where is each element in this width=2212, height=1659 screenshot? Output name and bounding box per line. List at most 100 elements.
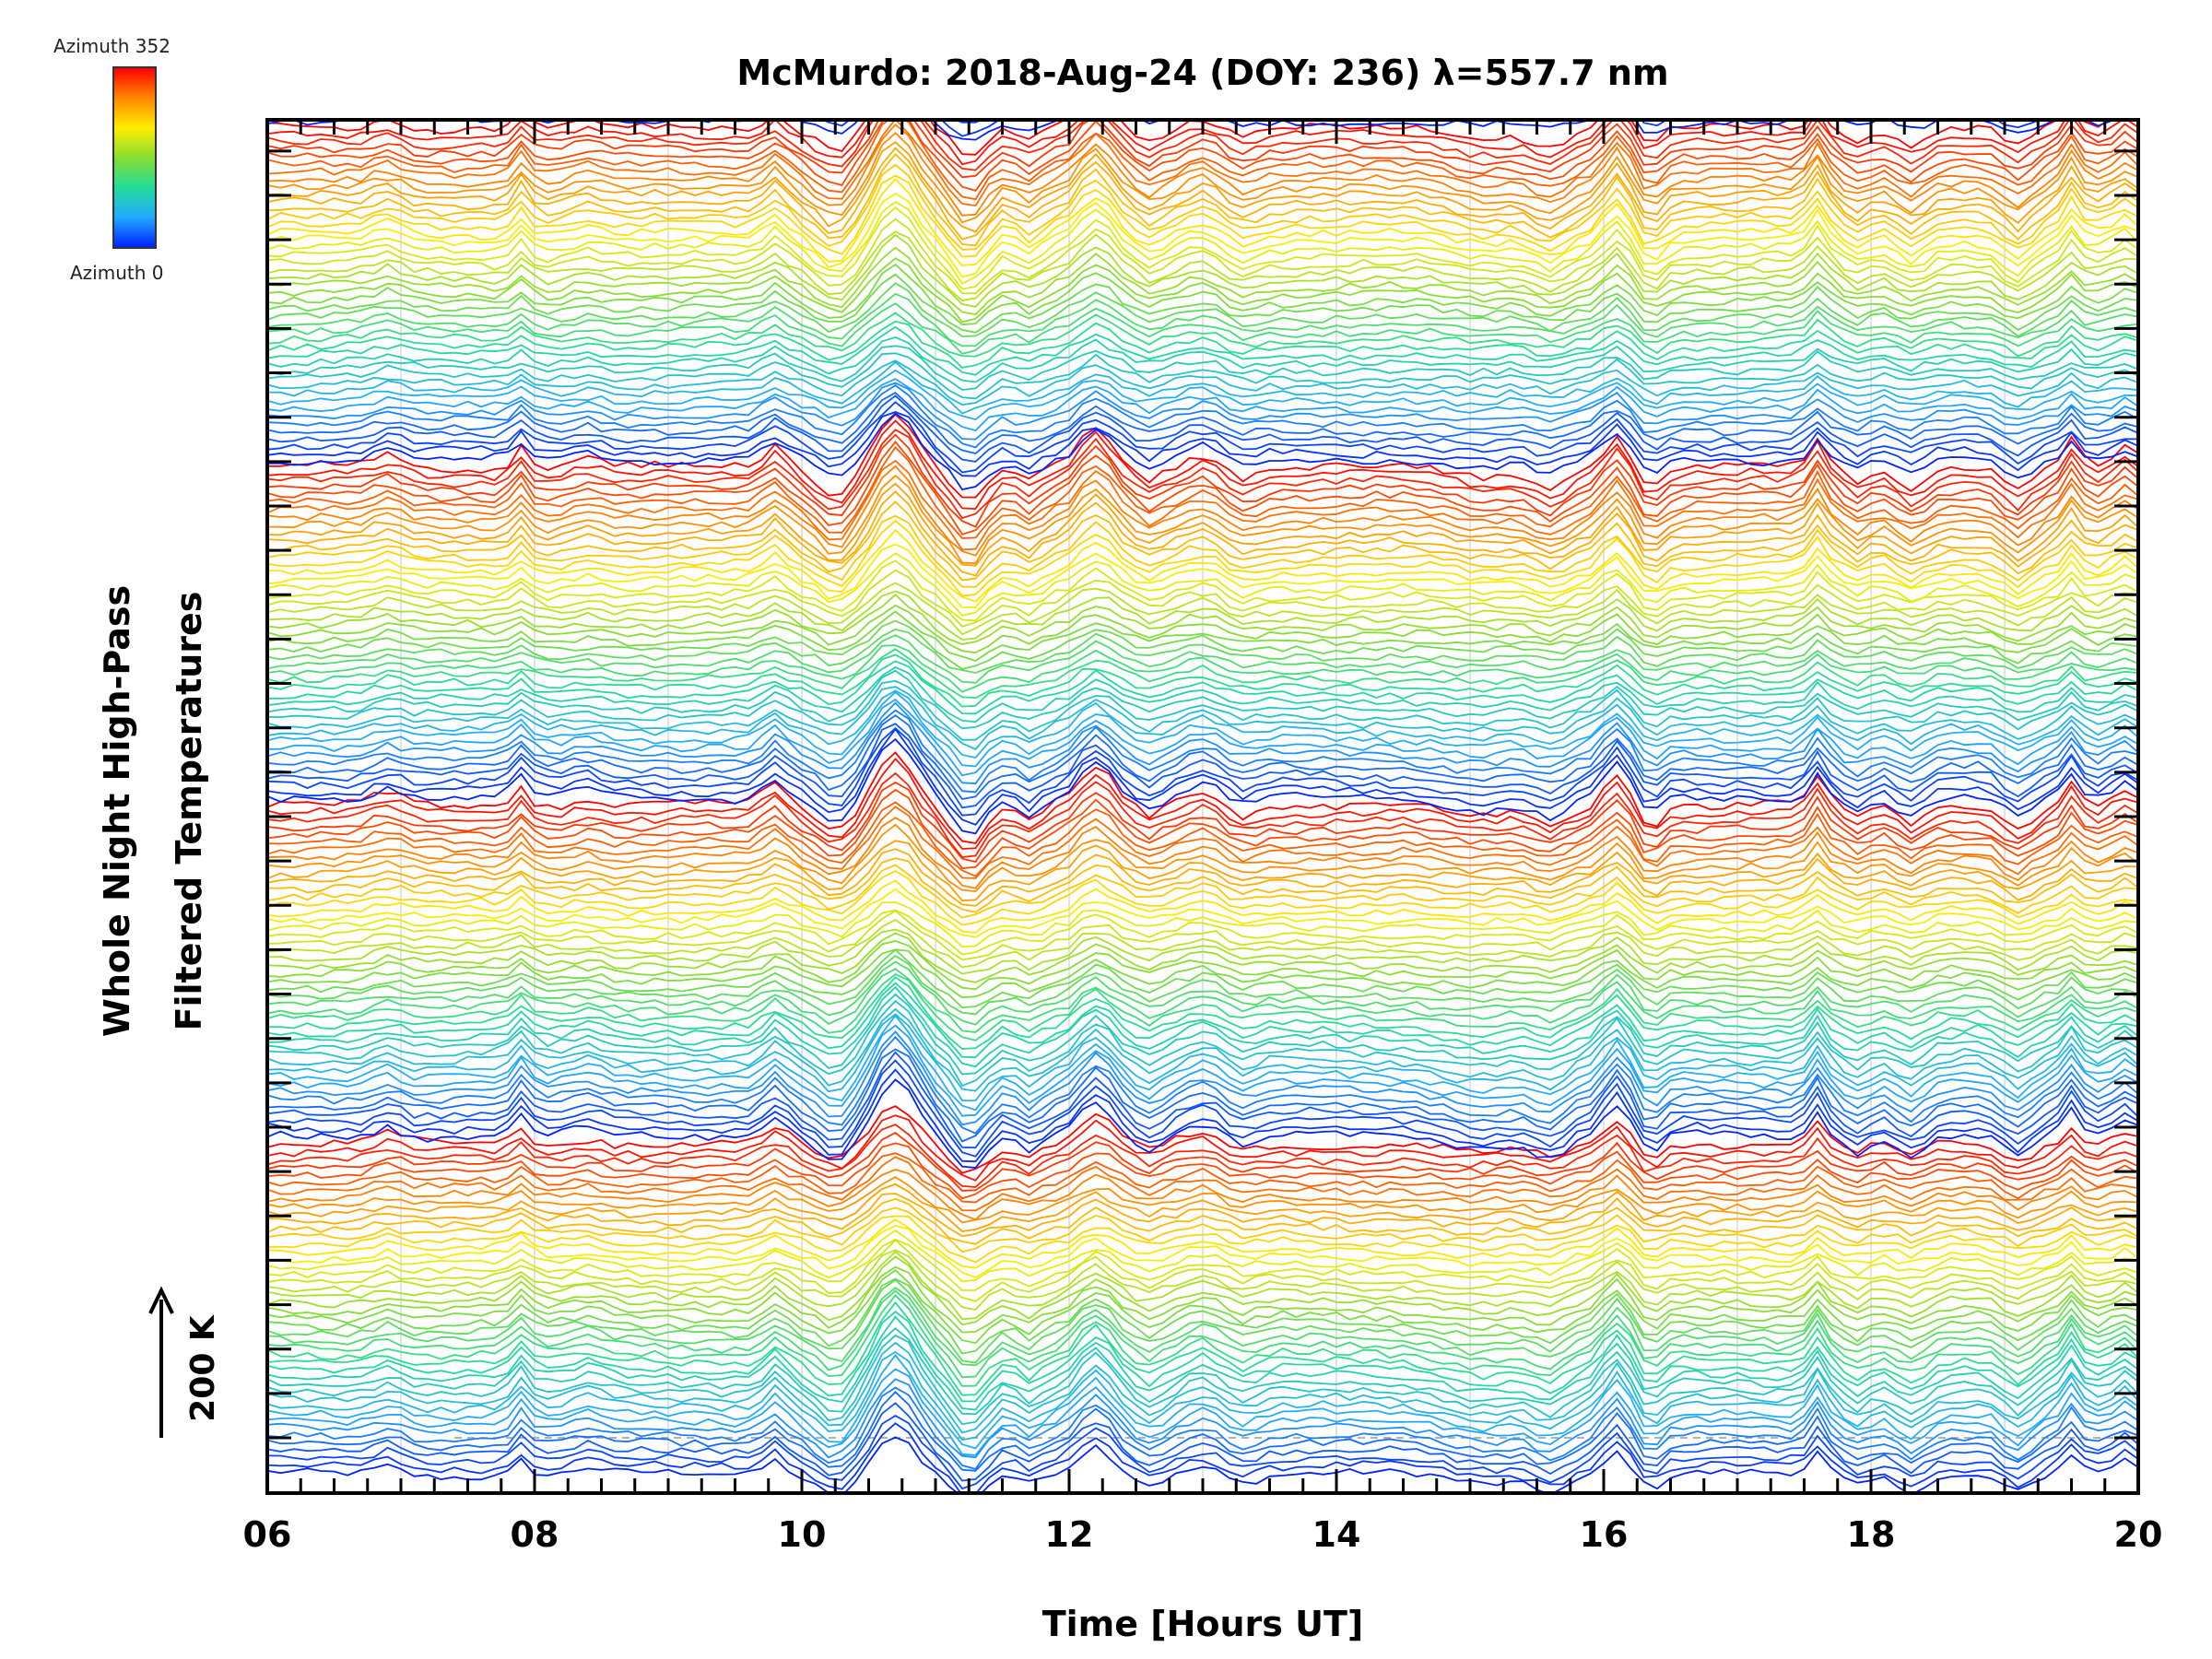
azimuth-trace bbox=[267, 698, 2138, 777]
azimuth-trace bbox=[267, 147, 2138, 241]
azimuth-trace bbox=[267, 660, 2138, 715]
azimuth-trace bbox=[267, 955, 2138, 1016]
azimuth-trace bbox=[267, 689, 2138, 759]
azimuth-trace bbox=[267, 519, 2138, 597]
scale-arrow-head bbox=[148, 1286, 174, 1314]
azimuth-trace bbox=[267, 257, 2138, 324]
azimuth-trace bbox=[267, 412, 2138, 491]
azimuth-trace bbox=[267, 1334, 2138, 1426]
azimuth-trace bbox=[267, 1294, 2138, 1387]
azimuth-trace bbox=[267, 419, 2138, 511]
azimuth-trace bbox=[267, 1239, 2138, 1302]
azimuth-trace bbox=[267, 629, 2138, 674]
azimuth-trace bbox=[267, 1311, 2138, 1403]
azimuth-trace bbox=[267, 1215, 2138, 1264]
azimuth-trace bbox=[267, 801, 2138, 877]
azimuth-trace bbox=[267, 482, 2138, 567]
azimuth-trace bbox=[267, 1035, 2138, 1135]
azimuth-trace bbox=[267, 758, 2138, 850]
azimuth-trace bbox=[267, 1350, 2138, 1441]
azimuth-trace bbox=[267, 1289, 2138, 1379]
azimuth-trace bbox=[267, 459, 2138, 551]
azimuth-trace bbox=[267, 985, 2138, 1068]
azimuth-trace bbox=[267, 1300, 2138, 1396]
x-axis-label: Time [Hours UT] bbox=[1042, 1604, 1364, 1644]
azimuth-trace bbox=[267, 1229, 2138, 1283]
azimuth-trace bbox=[267, 857, 2138, 913]
azimuth-trace bbox=[267, 400, 2138, 474]
azimuth-trace bbox=[267, 1391, 2138, 1472]
azimuth-trace bbox=[267, 665, 2138, 724]
colorbar-bottom-label: Azimuth 0 bbox=[70, 262, 164, 284]
azimuth-trace bbox=[267, 302, 2138, 355]
azimuth-trace bbox=[267, 413, 2138, 499]
azimuth-trace bbox=[267, 1132, 2138, 1192]
azimuth-trace bbox=[267, 320, 2138, 369]
azimuth-trace bbox=[267, 0, 2138, 29]
azimuth-trace bbox=[267, 141, 2138, 233]
azimuth-trace bbox=[267, 152, 2138, 247]
azimuth-trace bbox=[267, 528, 2138, 603]
azimuth-trace bbox=[267, 869, 2138, 926]
azimuth-trace bbox=[267, 879, 2138, 934]
azimuth-trace bbox=[267, 514, 2138, 588]
grid-layer bbox=[400, 120, 2138, 1493]
azimuth-colorbar bbox=[112, 66, 157, 249]
azimuth-trace bbox=[267, 335, 2138, 383]
azimuth-trace bbox=[267, 714, 2138, 800]
azimuth-trace bbox=[267, 669, 2138, 730]
azimuth-trace bbox=[267, 391, 2138, 454]
azimuth-trace bbox=[267, 726, 2138, 817]
azimuth-trace bbox=[267, 976, 2138, 1051]
azimuth-trace bbox=[267, 192, 2138, 278]
azimuth-trace bbox=[267, 325, 2138, 376]
azimuth-trace bbox=[267, 900, 2138, 948]
y-axis-label-line1: Whole Night High-Pass bbox=[97, 585, 137, 1037]
azimuth-trace bbox=[267, 644, 2138, 693]
azimuth-trace bbox=[267, 1277, 2138, 1355]
azimuth-trace bbox=[267, 972, 2138, 1041]
azimuth-trace bbox=[267, 230, 2138, 301]
x-tick-label: 20 bbox=[2114, 1514, 2163, 1555]
azimuth-trace bbox=[267, 0, 2138, 54]
azimuth-trace bbox=[267, 788, 2138, 870]
azimuth-trace bbox=[267, 582, 2138, 636]
azimuth-trace bbox=[267, 888, 2138, 938]
azimuth-trace bbox=[267, 610, 2138, 662]
azimuth-trace bbox=[267, 0, 2138, 34]
x-tick-label: 06 bbox=[243, 1514, 292, 1555]
azimuth-trace bbox=[267, 433, 2138, 528]
azimuth-trace bbox=[267, 382, 2138, 441]
azimuth-trace bbox=[267, 1142, 2138, 1200]
scale-bar: 200 K bbox=[148, 1286, 222, 1438]
azimuth-trace bbox=[267, 218, 2138, 295]
azimuth-trace bbox=[267, 0, 2138, 48]
azimuth-trace bbox=[267, 1353, 2138, 1450]
azimuth-trace bbox=[267, 352, 2138, 400]
azimuth-trace bbox=[267, 263, 2138, 326]
azimuth-trace bbox=[267, 1197, 2138, 1245]
azimuth-trace bbox=[267, 1114, 2138, 1182]
azimuth-trace bbox=[267, 543, 2138, 609]
azimuth-trace bbox=[267, 1422, 2138, 1493]
ticks-layer bbox=[265, 120, 2140, 1493]
azimuth-trace bbox=[267, 771, 2138, 858]
azimuth-trace bbox=[267, 1124, 2138, 1188]
azimuth-trace bbox=[267, 282, 2138, 338]
azimuth-trace bbox=[267, 1224, 2138, 1278]
azimuth-trace bbox=[267, 604, 2138, 654]
azimuth-trace bbox=[267, 781, 2138, 864]
azimuth-trace bbox=[267, 292, 2138, 347]
azimuth-trace bbox=[267, 1013, 2138, 1102]
azimuth-trace bbox=[267, 1030, 2138, 1126]
azimuth-trace bbox=[267, 948, 2138, 1009]
azimuth-trace bbox=[267, 369, 2138, 421]
y-axis-label-line2: Filtered Temperatures bbox=[169, 592, 209, 1031]
azimuth-trace bbox=[267, 1206, 2138, 1253]
azimuth-trace bbox=[267, 1176, 2138, 1224]
azimuth-trace bbox=[267, 648, 2138, 700]
azimuth-trace bbox=[267, 445, 2138, 539]
chart-title: McMurdo: 2018-Aug-24 (DOY: 236) λ=557.7 … bbox=[736, 53, 1668, 93]
azimuth-trace bbox=[267, 910, 2138, 961]
azimuth-trace bbox=[267, 817, 2138, 889]
